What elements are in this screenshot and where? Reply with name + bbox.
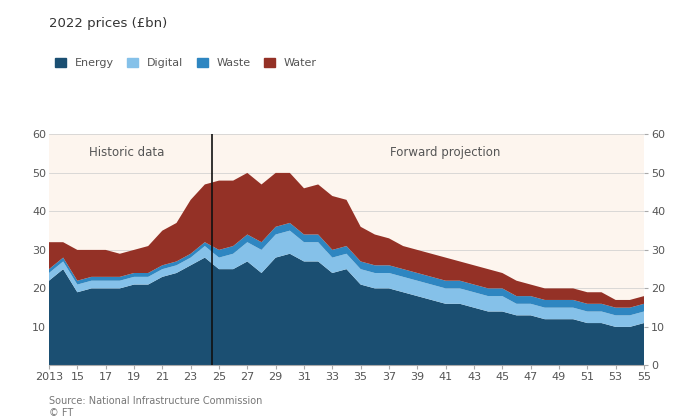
Text: Source: National Infrastructure Commission
© FT: Source: National Infrastructure Commissi… (49, 396, 262, 418)
Text: Historic data: Historic data (89, 146, 164, 159)
Text: Forward projection: Forward projection (391, 146, 501, 159)
Text: 2022 prices (£bn): 2022 prices (£bn) (49, 17, 167, 30)
Legend: Energy, Digital, Waste, Water: Energy, Digital, Waste, Water (55, 58, 317, 68)
